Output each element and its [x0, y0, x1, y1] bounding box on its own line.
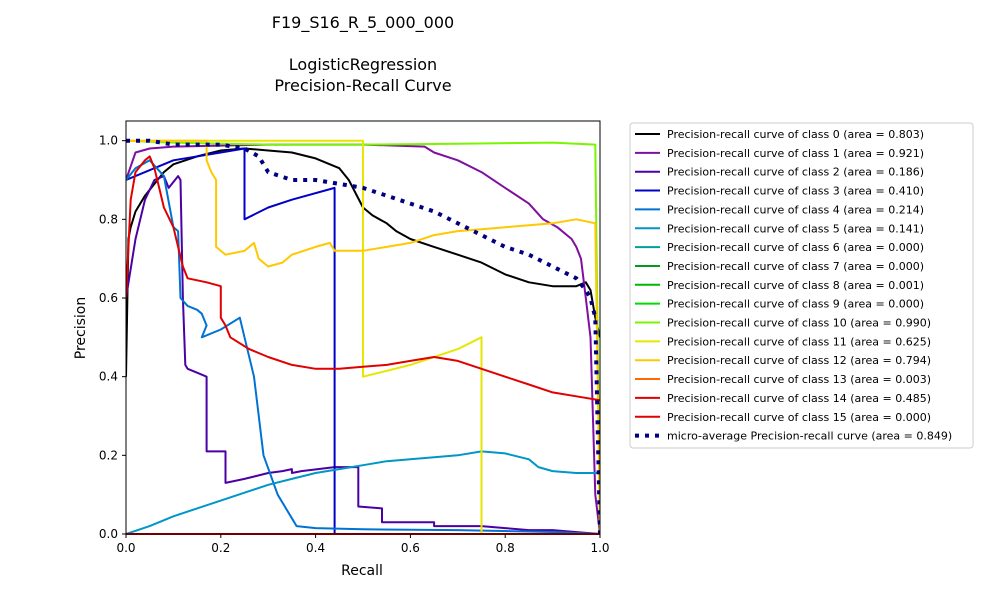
legend-frame — [629, 122, 974, 449]
legend-label-6: Precision-recall curve of class 6 (area … — [667, 241, 924, 254]
legend-label-7: Precision-recall curve of class 7 (area … — [667, 260, 924, 273]
series-line-1 — [126, 143, 600, 535]
legend-label-14: Precision-recall curve of class 14 (area… — [667, 392, 931, 405]
legend-label-3: Precision-recall curve of class 3 (area … — [667, 185, 924, 198]
series-line-5 — [126, 450, 600, 535]
x-axis-label: Recall — [341, 563, 383, 579]
legend-label-11: Precision-recall curve of class 11 (area… — [667, 335, 931, 348]
plot-frame — [125, 120, 601, 535]
legend-label-1: Precision-recall curve of class 1 (area … — [667, 147, 924, 160]
x-tick-label: 0.2 — [211, 541, 230, 555]
chart-title-line-1: F19_S16_R_5_000_000 — [272, 13, 454, 33]
plot-curves — [126, 138, 600, 535]
legend-label-2: Precision-recall curve of class 2 (area … — [667, 166, 924, 179]
legend-label-8: Precision-recall curve of class 8 (area … — [667, 279, 924, 292]
x-tick-label: 0.0 — [116, 541, 135, 555]
y-tick-label: 0.8 — [99, 212, 118, 226]
legend-label-13: Precision-recall curve of class 13 (area… — [667, 373, 931, 386]
y-tick-label: 0.0 — [99, 527, 118, 541]
series-line-11 — [126, 139, 600, 535]
y-tick-label: 0.2 — [99, 448, 118, 462]
legend-label-12: Precision-recall curve of class 12 (area… — [667, 354, 931, 367]
x-tick-label: 0.6 — [401, 541, 420, 555]
x-tick-label: 0.8 — [496, 541, 515, 555]
y-axis-ticks: 0.0 0.2 0.4 0.6 0.8 1.0 — [99, 134, 126, 541]
series-line-14 — [126, 155, 600, 402]
series-line-16 — [126, 138, 600, 535]
y-tick-label: 1.0 — [99, 134, 118, 148]
y-axis-label: Precision — [73, 297, 89, 359]
legend-label-15: Precision-recall curve of class 15 (area… — [667, 411, 931, 424]
legend-label-16: micro-average Precision-recall curve (ar… — [667, 430, 952, 443]
chart-title-line-4: Precision-Recall Curve — [274, 76, 451, 95]
series-line-12 — [126, 139, 600, 535]
y-tick-label: 0.6 — [99, 291, 118, 305]
legend-label-0: Precision-recall curve of class 0 (area … — [667, 128, 924, 141]
legend-items: Precision-recall curve of class 0 (area … — [635, 128, 952, 443]
x-tick-label: 1.0 — [590, 541, 609, 555]
legend: Precision-recall curve of class 0 (area … — [629, 122, 974, 449]
chart-title-line-3: LogisticRegression — [289, 55, 437, 74]
chart-title: F19_S16_R_5_000_000 LogisticRegression P… — [272, 13, 454, 95]
y-tick-label: 0.4 — [99, 370, 118, 384]
x-axis-ticks: 0.0 0.2 0.4 0.6 0.8 1.0 — [116, 534, 610, 555]
series-line-2 — [126, 175, 600, 535]
legend-label-4: Precision-recall curve of class 4 (area … — [667, 203, 924, 216]
x-tick-label: 0.4 — [306, 541, 325, 555]
legend-label-9: Precision-recall curve of class 9 (area … — [667, 298, 924, 311]
legend-label-10: Precision-recall curve of class 10 (area… — [667, 317, 931, 330]
legend-label-5: Precision-recall curve of class 5 (area … — [667, 222, 924, 235]
series-line-0 — [126, 147, 600, 377]
